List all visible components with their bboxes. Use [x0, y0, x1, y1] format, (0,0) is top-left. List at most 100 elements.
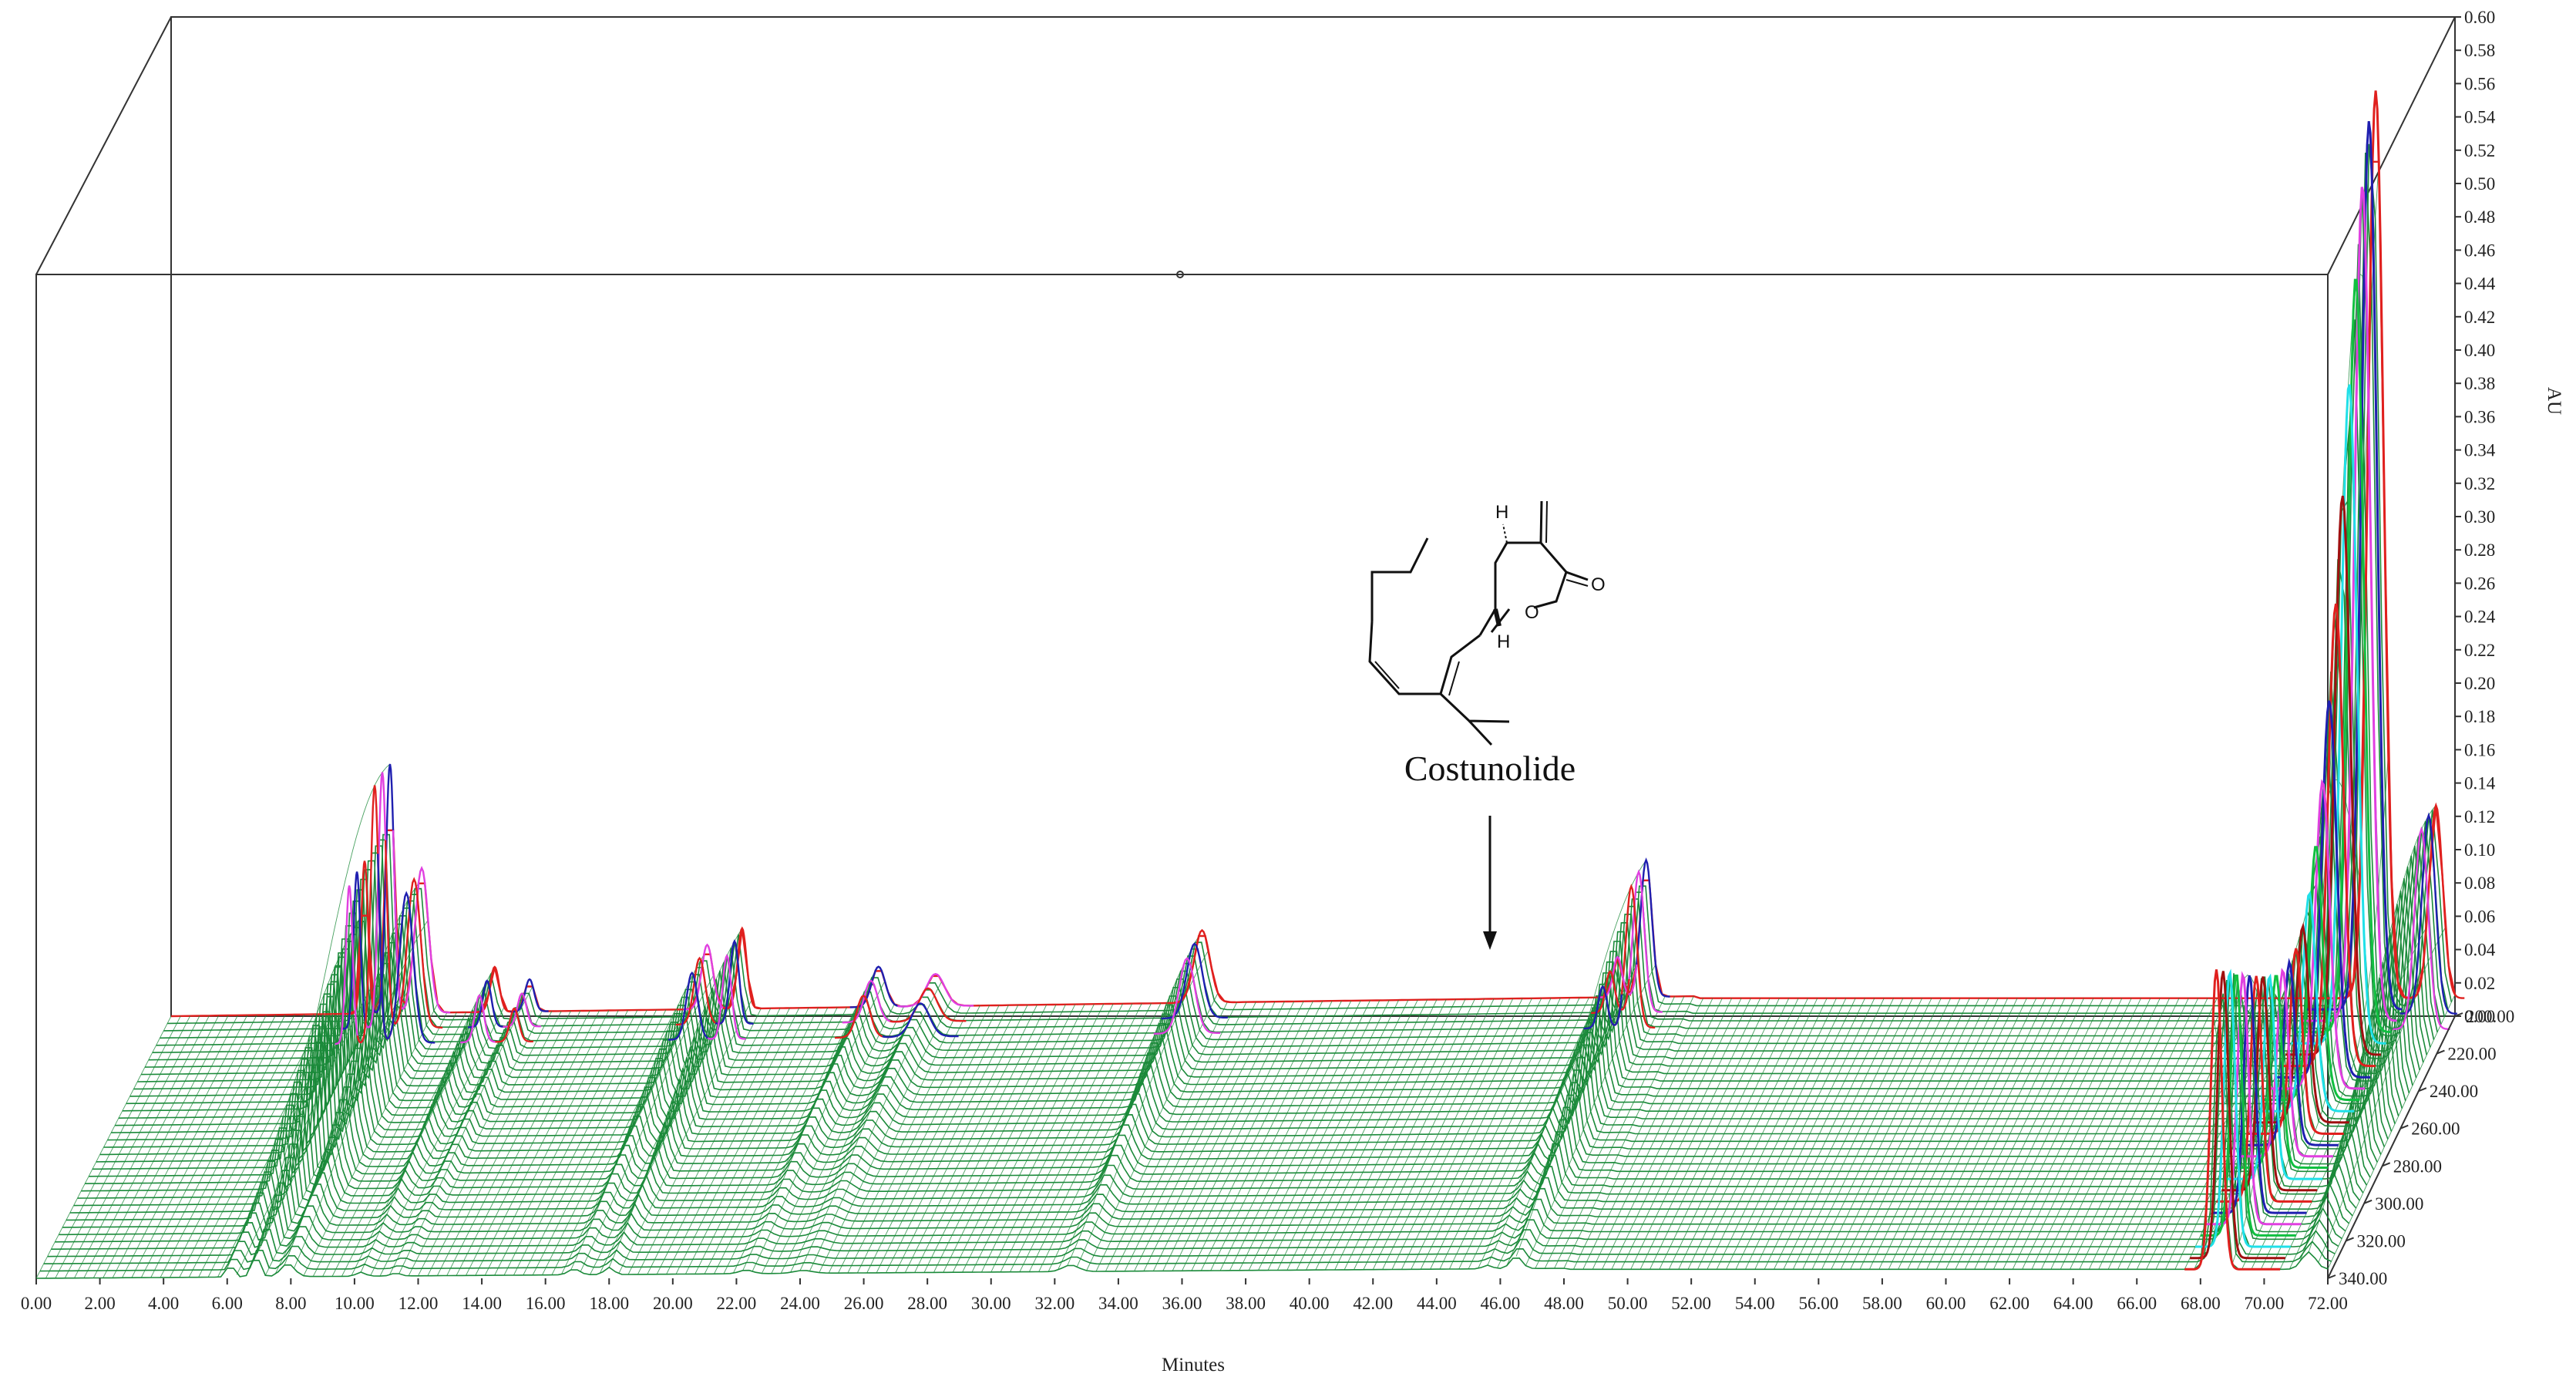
- wavelength-trace: [123, 837, 2410, 1111]
- structure-atom-h2: H: [1497, 631, 1510, 652]
- y-tick-label: 0.46: [2464, 241, 2495, 260]
- x-tick-label: 0.00: [21, 1294, 52, 1313]
- time-trace: [600, 1000, 733, 1274]
- y-axis-title: AU: [2544, 387, 2564, 415]
- annotation-costunolide-label: Costunolide: [1404, 749, 1576, 788]
- time-trace: [580, 975, 714, 1272]
- y-tick-label: 0.20: [2464, 674, 2495, 693]
- z-tick-label: 260.00: [2411, 1119, 2460, 1139]
- frame-edge-right: [2328, 17, 2455, 274]
- x-tick-label: 36.00: [1162, 1294, 1202, 1313]
- y-tick-label: 0.60: [2464, 8, 2495, 27]
- x-tick-label: 66.00: [2117, 1294, 2157, 1313]
- x-tick-label: 32.00: [1034, 1294, 1074, 1313]
- y-tick-label: 0.34: [2464, 441, 2496, 460]
- wavelength-trace: [160, 187, 2444, 1039]
- y-tick-label: 0.16: [2464, 740, 2495, 759]
- structure-atom-o1: O: [1525, 602, 1539, 623]
- y-tick-label: 0.50: [2464, 174, 2495, 194]
- z-tick-label: 240.00: [2430, 1082, 2478, 1101]
- x-tick-label: 4.00: [148, 1294, 179, 1313]
- y-tick-label: 0.44: [2464, 274, 2496, 294]
- y-tick-label: 0.26: [2464, 574, 2495, 593]
- z-tick-label: 220.00: [2447, 1045, 2496, 1064]
- x-tick-label: 12.00: [399, 1294, 439, 1313]
- y-tick-label: 0.04: [2464, 941, 2496, 960]
- y-tick-label: 0.08: [2464, 874, 2495, 893]
- x-tick-label: 16.00: [526, 1294, 566, 1313]
- x-tick-label: 38.00: [1226, 1294, 1266, 1313]
- z-tick-label: 340.00: [2339, 1269, 2387, 1288]
- y-tick-label: 0.12: [2464, 807, 2495, 827]
- peak-outline: [897, 974, 974, 1006]
- x-tick-label: 72.00: [2308, 1294, 2348, 1313]
- x-tick-label: 56.00: [1798, 1294, 1838, 1313]
- x-tick-label: 48.00: [1544, 1294, 1584, 1313]
- y-tick-label: 0.48: [2464, 207, 2495, 227]
- frame-edge-left: [36, 17, 171, 274]
- z-tick-label: 320.00: [2357, 1231, 2406, 1251]
- y-tick-label: 0.22: [2464, 641, 2495, 660]
- x-tick-label: 60.00: [1926, 1294, 1966, 1313]
- x-tick-label: 62.00: [1989, 1294, 2030, 1313]
- y-tick-label: 0.28: [2464, 540, 2495, 560]
- wavelength-trace: [163, 153, 2448, 1031]
- x-tick-label: 10.00: [335, 1294, 375, 1313]
- wavelength-trace: [115, 911, 2402, 1126]
- structure-atom-h1: H: [1495, 502, 1508, 523]
- y-tick-label: 0.42: [2464, 308, 2495, 327]
- x-tick-label: 28.00: [907, 1294, 947, 1313]
- surface-mesh: [36, 144, 2455, 1278]
- axes: 0.00 2.00 4.00 6.00 8.00 10.00 12.00 14.00 16.00…: [21, 8, 2514, 1313]
- annotation-arrow: [1483, 816, 1497, 950]
- y-tick-label: 0.02: [2464, 974, 2495, 993]
- z-tick-label: 300.00: [2375, 1194, 2423, 1214]
- x-tick-label: 22.00: [717, 1294, 757, 1313]
- x-tick-label: 24.00: [780, 1294, 820, 1313]
- x-tick-label: 64.00: [2053, 1294, 2093, 1313]
- time-trace: [819, 999, 952, 1273]
- y-tick-label: 0.36: [2464, 407, 2495, 426]
- x-tick-label: 70.00: [2245, 1294, 2285, 1313]
- z-tick-label: 200.00: [2466, 1007, 2514, 1026]
- time-trace: [1087, 993, 1218, 1271]
- x-tick-label: 50.00: [1608, 1294, 1648, 1313]
- x-tick-label: 68.00: [2181, 1294, 2221, 1313]
- x-tick-label: 14.00: [462, 1294, 502, 1313]
- y-tick-label: 0.30: [2464, 507, 2495, 527]
- wavelength-trace: [78, 977, 2367, 1199]
- wavelength-trace: [167, 144, 2451, 1024]
- wavelength-trace: [156, 244, 2441, 1045]
- x-tick-label: 54.00: [1735, 1294, 1775, 1313]
- y-tick-label: 0.52: [2464, 141, 2495, 160]
- z-tick-label: 280.00: [2393, 1156, 2442, 1176]
- x-tick-label: 8.00: [275, 1294, 306, 1313]
- y-tick-label: 0.14: [2464, 774, 2496, 793]
- x-tick-label: 44.00: [1417, 1294, 1457, 1313]
- structure-atom-o2: O: [1591, 574, 1606, 595]
- x-tick-label: 40.00: [1290, 1294, 1330, 1313]
- y-tick-label: 0.18: [2464, 707, 2495, 726]
- wavelength-trace: [171, 162, 2455, 1016]
- x-tick-label: 58.00: [1862, 1294, 1902, 1313]
- x-tick-label: 34.00: [1098, 1294, 1138, 1313]
- x-tick-label: 52.00: [1671, 1294, 1711, 1313]
- x-tick-label: 6.00: [212, 1294, 243, 1313]
- y-tick-label: 0.24: [2464, 608, 2496, 627]
- x-axis-title: Minutes: [1162, 1355, 1225, 1375]
- y-tick-label: 0.56: [2464, 74, 2495, 93]
- spectral-traces: [335, 91, 2465, 1270]
- wavelength-trace: [149, 407, 2434, 1060]
- y-tick-label: 0.06: [2464, 907, 2495, 926]
- y-tick-label: 0.40: [2464, 341, 2495, 360]
- y-tick-label: 0.32: [2464, 474, 2495, 493]
- y-tick-label: 0.58: [2464, 41, 2495, 60]
- x-tick-label: 46.00: [1481, 1294, 1521, 1313]
- y-tick-label: 0.54: [2464, 108, 2496, 127]
- y-tick-label: 0.10: [2464, 840, 2495, 860]
- y-tick-label: 0.38: [2464, 374, 2495, 393]
- wavelength-trace: [104, 948, 2392, 1147]
- x-tick-label: 26.00: [844, 1294, 884, 1313]
- x-tick-label: 18.00: [589, 1294, 629, 1313]
